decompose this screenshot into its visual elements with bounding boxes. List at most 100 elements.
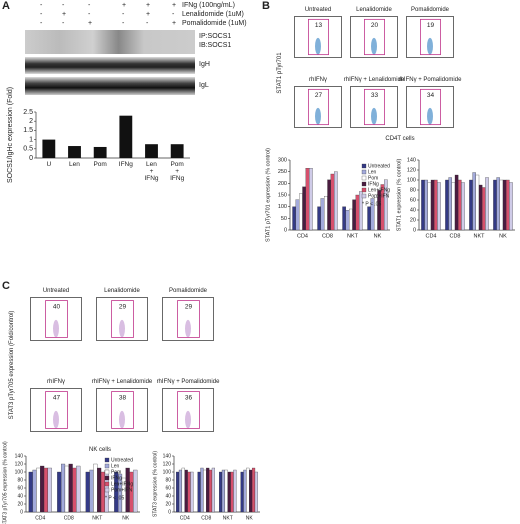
- y-tick-label: 60: [165, 485, 171, 491]
- bar: [197, 471, 201, 513]
- bar: [249, 469, 253, 513]
- bar: [64, 465, 69, 513]
- flow-events: [185, 410, 191, 429]
- bar: [68, 463, 73, 513]
- flow-title: rhIFNγ: [309, 77, 327, 83]
- flow-gate: [419, 18, 441, 56]
- y-tick-label: 0.5: [23, 146, 33, 153]
- legend-label: Pom+IFN: [111, 487, 133, 493]
- bar: [317, 206, 321, 231]
- legend-swatch: [104, 469, 110, 475]
- flow-plot: 29: [96, 297, 148, 341]
- y-tick-label: 20: [410, 217, 416, 223]
- bar: [184, 469, 188, 513]
- gate-value: 33: [371, 92, 379, 99]
- flow-gate: [363, 18, 385, 56]
- blot-label: IgL: [199, 82, 209, 89]
- flow-events: [371, 107, 377, 125]
- bar: [208, 469, 213, 513]
- x-tick-label: CD8: [201, 515, 211, 521]
- flow-title: Pomalidomide: [410, 7, 450, 13]
- legend-label: Len+IFNg: [111, 481, 133, 487]
- x-tick-label: CD4: [180, 515, 190, 521]
- bar: [342, 206, 346, 231]
- x-tick-label: CD4: [35, 515, 45, 521]
- x-tick-label: CD8: [64, 515, 74, 521]
- bar: [119, 115, 133, 158]
- flow-events: [427, 107, 433, 125]
- bar-chart: 0 20 40 60 80 100 120 140 STAT1 expression (% co…: [396, 157, 515, 239]
- treatment-sign: +: [146, 2, 151, 9]
- bar: [219, 471, 223, 513]
- flow-gate: [45, 391, 68, 429]
- y-tick-label: 60: [410, 197, 416, 203]
- treatment-sign: -: [88, 2, 91, 9]
- y-tick-label: 1: [29, 136, 33, 143]
- bar: [227, 471, 231, 513]
- flow-plot: 27: [294, 86, 342, 128]
- bar: [349, 208, 353, 231]
- bar: [221, 469, 226, 513]
- blot-igh: [25, 57, 195, 74]
- y-axis-label: STAT1 expression (% control): [396, 159, 402, 232]
- legend-note: * P < .05: [105, 495, 124, 501]
- x-tick-label: NKT: [223, 515, 233, 521]
- panel-label: B: [262, 0, 270, 12]
- bar: [243, 469, 247, 513]
- legend-swatch: [361, 193, 367, 199]
- bar: [76, 465, 81, 513]
- y-tick-label: 0: [20, 509, 23, 515]
- bar: [309, 168, 313, 231]
- bar: [367, 206, 371, 231]
- bar: [224, 469, 228, 513]
- bar: [509, 182, 513, 231]
- bar: [424, 179, 428, 231]
- gate-value: 29: [119, 303, 127, 310]
- y-tick-label: 120: [407, 167, 416, 173]
- legend-label: Len: [111, 463, 120, 469]
- y-tick-label: 250: [278, 169, 287, 175]
- legend-swatch: [104, 487, 110, 493]
- bar: [334, 171, 338, 231]
- treatment-name: Pomalidomide (1uM): [182, 20, 247, 27]
- flow-x-label: CD4T cells: [385, 136, 415, 142]
- bar-chart: 0 20 40 60 80 100 120 140 STAT3 expression (% co…: [152, 451, 260, 521]
- treatment-sign: +: [172, 2, 177, 9]
- bar: [181, 467, 185, 513]
- bar: [97, 467, 102, 513]
- x-tick-label: CD8: [322, 233, 333, 239]
- bar: [203, 469, 207, 513]
- flow-gate: [307, 18, 329, 56]
- bar: [93, 146, 107, 158]
- bar-chart: 0 0.5 1 1.5 2 2.5 SOCS1/IgHc expression (Fold): [7, 87, 190, 183]
- x-tick-label: CD8: [449, 233, 460, 239]
- y-tick-label: 0: [284, 227, 287, 233]
- flow-plot: 20: [350, 16, 398, 58]
- bar: [68, 146, 81, 158]
- legend-swatch: [104, 475, 110, 481]
- y-tick-label: 0: [168, 509, 171, 515]
- flow-title: Untreated: [42, 288, 70, 294]
- treatment-sign: -: [40, 2, 43, 9]
- legend-label: Len: [368, 169, 377, 175]
- y-tick-label: 300: [278, 157, 287, 163]
- y-tick-label: 140: [163, 453, 172, 459]
- x-tick-label: U: [46, 161, 52, 168]
- treatment-name: IFNg (100ng/mL): [182, 2, 235, 9]
- flow-title: rhIFNγ: [47, 379, 65, 385]
- bar: [427, 182, 432, 231]
- bar: [42, 139, 56, 158]
- gate-value: 40: [53, 303, 61, 310]
- flow-events: [119, 319, 125, 338]
- bar: [36, 467, 41, 513]
- bar: [330, 173, 335, 231]
- bar: [448, 177, 452, 231]
- gate-value: 27: [315, 92, 323, 99]
- flow-events: [119, 410, 125, 429]
- gate-value: 29: [185, 303, 193, 310]
- bar: [72, 467, 77, 513]
- x-tick-label: NK: [122, 515, 130, 521]
- bar: [475, 174, 480, 231]
- y-tick-label: 0: [29, 155, 33, 162]
